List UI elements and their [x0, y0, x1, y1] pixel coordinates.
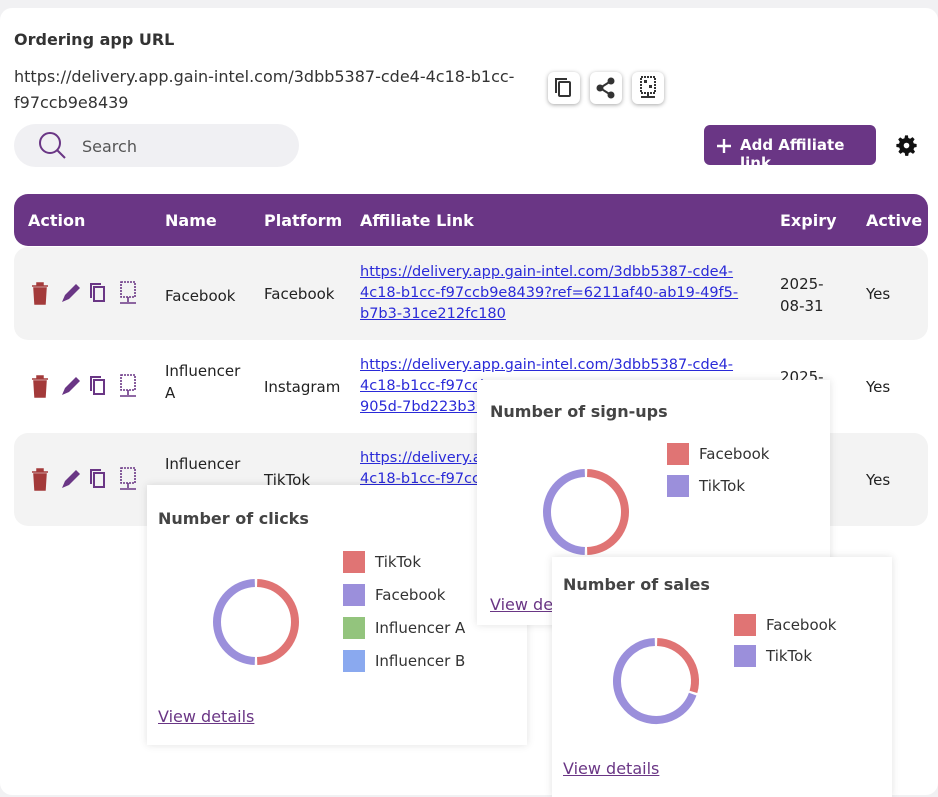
ordering-url: https://delivery.app.gain-intel.com/3dbb… — [14, 67, 515, 112]
copy-icon — [555, 78, 571, 97]
legend-label: Facebook — [375, 586, 446, 604]
donut-segment — [256, 579, 299, 665]
legend-label: Influencer A — [375, 619, 466, 637]
active-cell: Yes — [866, 471, 891, 489]
plus-icon — [717, 139, 731, 153]
name-cell: Influencer — [165, 455, 241, 473]
search-placeholder: Search — [82, 137, 137, 156]
link-line: 4c18-b1cc-f97ccb — [360, 378, 490, 394]
legend-label: TikTok — [766, 647, 813, 665]
legend-swatch — [667, 475, 689, 497]
chart-title: Number of sign-ups — [490, 402, 668, 421]
expiry-line: 2025- — [780, 275, 824, 293]
donut-segment — [613, 638, 697, 724]
view-details-link[interactable]: View details — [158, 707, 255, 726]
link-line: b7b3-31ce212fc180 — [360, 306, 506, 322]
legend-label: Facebook — [766, 616, 837, 634]
action-cell — [28, 464, 148, 498]
donut — [213, 579, 299, 665]
legend-swatch — [343, 617, 365, 639]
table-row: Facebook Facebook https://delivery.app.gai… — [14, 247, 928, 340]
action-cell — [28, 278, 148, 312]
donut — [613, 638, 699, 724]
legend-swatch — [343, 584, 365, 606]
platform-cell: TikTok — [264, 471, 311, 489]
link-line: 905d-7bd223b36 — [360, 399, 486, 415]
legend-swatch — [343, 551, 365, 573]
column-header: Expiry — [780, 211, 837, 230]
row-actions — [32, 467, 136, 491]
chart-panel: Number of clicks TikTok Facebook Influencer… — [147, 485, 527, 745]
legend-label: Facebook — [699, 445, 770, 463]
affiliate-link[interactable]: https://delivery.app.gain-intel.com/3dbb… — [360, 355, 733, 418]
chart-title: Number of sales — [563, 575, 710, 594]
add-affiliate-button[interactable]: Add Affiliate link — [704, 125, 876, 172]
add-affiliate-label: Add Affiliate link — [740, 136, 845, 172]
active-cell: Yes — [866, 285, 891, 303]
share-icon — [596, 77, 615, 99]
legend-swatch — [734, 614, 756, 636]
column-header: Platform — [264, 211, 343, 230]
donut-segment — [656, 638, 699, 694]
affiliate-link[interactable]: https://delivery.app.gain-intel.com/3dbb… — [360, 262, 738, 325]
column-header: Action — [28, 211, 86, 230]
expiry-line: 08-31 — [780, 297, 824, 315]
view-details-link[interactable]: View details — [563, 759, 660, 778]
name-cell: Influencer A — [165, 362, 241, 402]
donut-segment — [543, 469, 586, 555]
donut-segment — [213, 579, 256, 665]
expiry-cell: 2025- 08-31 — [780, 273, 824, 317]
chart-title: Number of clicks — [158, 509, 309, 528]
settings-button[interactable] — [893, 132, 920, 159]
active-cell: Yes — [866, 378, 891, 396]
qr-icon — [640, 76, 656, 98]
search-icon — [39, 132, 66, 159]
link-line: https://delivery.app.gain-intel.com/3dbb… — [360, 264, 734, 280]
legend-swatch — [667, 443, 689, 465]
affiliate-link[interactable]: https://delivery.ap 4c18-b1cc-f97cck — [360, 448, 491, 490]
legend-swatch — [343, 650, 365, 672]
link-line: https://delivery.ap — [360, 450, 491, 466]
link-line: 4c18-b1cc-f97cck — [360, 471, 489, 487]
action-cell — [28, 371, 148, 405]
table-header: Action Name Platform Affiliate Link Expiry Ac… — [14, 194, 928, 246]
donut-segment — [586, 469, 629, 555]
legend-swatch — [734, 645, 756, 667]
legend-label: TikTok — [375, 553, 422, 571]
platform-cell: Facebook — [264, 285, 335, 303]
legend-label: TikTok — [699, 477, 746, 495]
search-box[interactable]: Search — [14, 124, 299, 167]
platform-cell: Instagram — [264, 378, 341, 396]
column-header: Name — [165, 211, 217, 230]
qr-button[interactable] — [632, 72, 664, 104]
name-cell: Facebook — [165, 287, 236, 305]
chart-panel: Number of sales Facebook TikTok View detail… — [552, 557, 892, 797]
link-line: https://delivery.app.gain-intel.com/3dbb… — [360, 357, 734, 373]
legend-label: Influencer B — [375, 652, 466, 670]
section-title: Ordering app URL — [14, 30, 175, 49]
row-actions — [32, 281, 136, 305]
donut — [543, 469, 629, 555]
column-header: Active — [866, 211, 923, 230]
column-header: Affiliate Link — [360, 211, 474, 230]
share-button[interactable] — [590, 72, 622, 104]
link-line: 4c18-b1cc-f97ccb9e8439?ref=6211af40-ab19… — [360, 285, 739, 301]
row-actions — [32, 374, 136, 398]
copy-button[interactable] — [548, 72, 580, 104]
